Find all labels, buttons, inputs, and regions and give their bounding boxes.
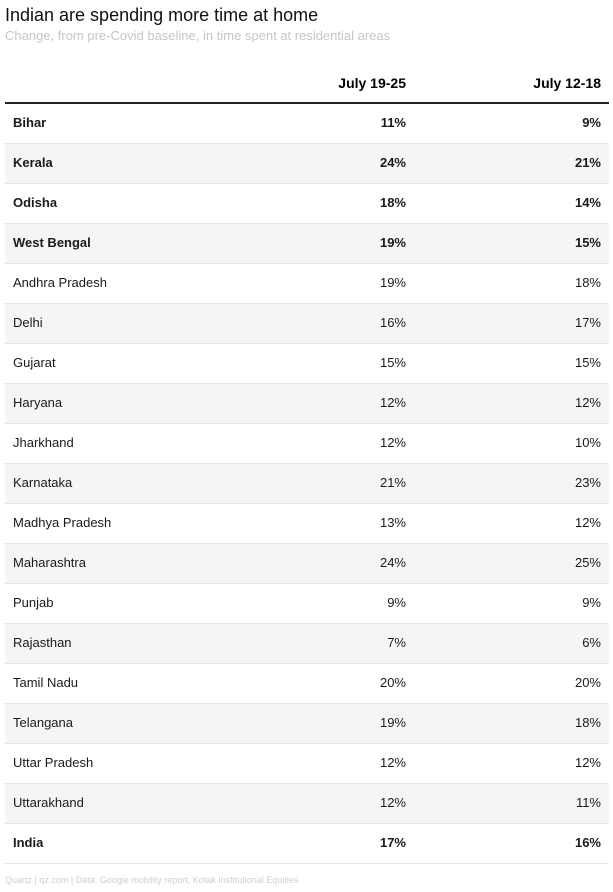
- table-row: Delhi 16% 17%: [5, 304, 609, 344]
- chart-subtitle: Change, from pre-Covid baseline, in time…: [5, 28, 391, 43]
- july-19-25-value-cell: 16%: [379, 315, 406, 330]
- july-12-18-value-cell: 9%: [582, 115, 601, 130]
- july-12-18-value-cell: 15%: [574, 235, 601, 250]
- july-12-18-value-cell: 20%: [574, 675, 601, 690]
- july-12-18-value-cell: 11%: [575, 795, 601, 810]
- state-name-cell: Rajasthan: [13, 635, 72, 650]
- state-name-cell: Karnataka: [13, 475, 73, 490]
- july-12-18-value-cell: 12%: [574, 515, 601, 530]
- july-19-25-value-cell: 12%: [379, 395, 406, 410]
- july-19-25-value-cell: 11%: [380, 115, 406, 130]
- table-row: West Bengal 19% 15%: [5, 224, 609, 264]
- column-header-july-12-18: July 12-18: [533, 75, 601, 91]
- table-row: Kerala 24% 21%: [5, 144, 609, 184]
- table-row: Haryana 12% 12%: [5, 384, 609, 424]
- state-name-cell: Bihar: [13, 115, 47, 130]
- source-footer: Quartz | qz.com | Data: Google mobility …: [5, 875, 299, 885]
- july-12-18-value-cell: 6%: [582, 635, 601, 650]
- state-name-cell: Telangana: [13, 715, 73, 730]
- data-table: July 19-25 July 12-18 Bihar 11% 9% Kerala 24…: [5, 62, 609, 864]
- july-19-25-value-cell: 24%: [379, 555, 406, 570]
- state-name-cell: Haryana: [13, 395, 63, 410]
- july-19-25-value-cell: 12%: [379, 755, 406, 770]
- state-name-cell: West Bengal: [13, 235, 91, 250]
- july-12-18-value-cell: 14%: [574, 195, 601, 210]
- state-name-cell: Tamil Nadu: [13, 675, 79, 690]
- state-name-cell: Uttarakhand: [13, 795, 84, 810]
- july-19-25-value-cell: 20%: [379, 675, 406, 690]
- table-row: Punjab 9% 9%: [5, 584, 609, 624]
- july-12-18-value-cell: 9%: [582, 595, 601, 610]
- table-row: Bihar 11% 9%: [5, 104, 609, 144]
- state-name-cell: Uttar Pradesh: [13, 755, 94, 770]
- july-19-25-value-cell: 12%: [379, 435, 406, 450]
- table-row: Karnataka 21% 23%: [5, 464, 609, 504]
- table-row: Rajasthan 7% 6%: [5, 624, 609, 664]
- chart-title: Indian are spending more time at home: [5, 5, 319, 25]
- table-row: Odisha 18% 14%: [5, 184, 609, 224]
- state-name-cell: Maharashtra: [13, 555, 86, 570]
- july-12-18-value-cell: 10%: [574, 435, 601, 450]
- july-12-18-value-cell: 25%: [574, 555, 601, 570]
- table-row: Maharashtra 24% 25%: [5, 544, 609, 584]
- table-row: Andhra Pradesh 19% 18%: [5, 264, 609, 304]
- state-name-cell: Jharkhand: [13, 435, 74, 450]
- july-19-25-value-cell: 24%: [379, 155, 406, 170]
- july-19-25-value-cell: 7%: [387, 635, 406, 650]
- july-12-18-value-cell: 12%: [574, 755, 601, 770]
- table-row: Uttar Pradesh 12% 12%: [5, 744, 609, 784]
- column-header-july-19-25: July 19-25: [338, 75, 406, 91]
- july-12-18-value-cell: 17%: [574, 315, 601, 330]
- state-name-cell: Andhra Pradesh: [13, 275, 107, 290]
- july-12-18-value-cell: 12%: [574, 395, 601, 410]
- july-19-25-value-cell: 19%: [379, 715, 406, 730]
- july-12-18-value-cell: 15%: [574, 355, 601, 370]
- table-row: Madhya Pradesh 13% 12%: [5, 504, 609, 544]
- july-19-25-value-cell: 17%: [379, 835, 406, 850]
- state-name-cell: Punjab: [13, 595, 54, 610]
- july-12-18-value-cell: 16%: [574, 835, 601, 850]
- july-12-18-value-cell: 21%: [574, 155, 601, 170]
- july-19-25-value-cell: 18%: [379, 195, 406, 210]
- july-12-18-value-cell: 18%: [574, 715, 601, 730]
- table-row: Jharkhand 12% 10%: [5, 424, 609, 464]
- state-name-cell: Madhya Pradesh: [13, 515, 112, 530]
- july-19-25-value-cell: 19%: [379, 235, 406, 250]
- state-name-cell: Delhi: [13, 315, 43, 330]
- state-name-cell: India: [13, 835, 44, 850]
- july-19-25-value-cell: 19%: [379, 275, 406, 290]
- july-19-25-value-cell: 12%: [379, 795, 406, 810]
- state-name-cell: Gujarat: [13, 355, 56, 370]
- state-name-cell: Odisha: [13, 195, 58, 210]
- july-19-25-value-cell: 21%: [379, 475, 406, 490]
- table-body: Bihar 11% 9% Kerala 24% 21% Odisha 18% 14% West B…: [5, 104, 609, 864]
- july-19-25-value-cell: 13%: [379, 515, 406, 530]
- july-19-25-value-cell: 15%: [379, 355, 406, 370]
- table-header: July 19-25 July 12-18: [5, 62, 609, 104]
- table-row: Telangana 19% 18%: [5, 704, 609, 744]
- state-name-cell: Kerala: [13, 155, 53, 170]
- july-12-18-value-cell: 23%: [574, 475, 601, 490]
- july-12-18-value-cell: 18%: [574, 275, 601, 290]
- table-row: Uttarakhand 12% 11%: [5, 784, 609, 824]
- july-19-25-value-cell: 9%: [387, 595, 406, 610]
- table-row: Gujarat 15% 15%: [5, 344, 609, 384]
- table-row: India 17% 16%: [5, 824, 609, 864]
- table-row: Tamil Nadu 20% 20%: [5, 664, 609, 704]
